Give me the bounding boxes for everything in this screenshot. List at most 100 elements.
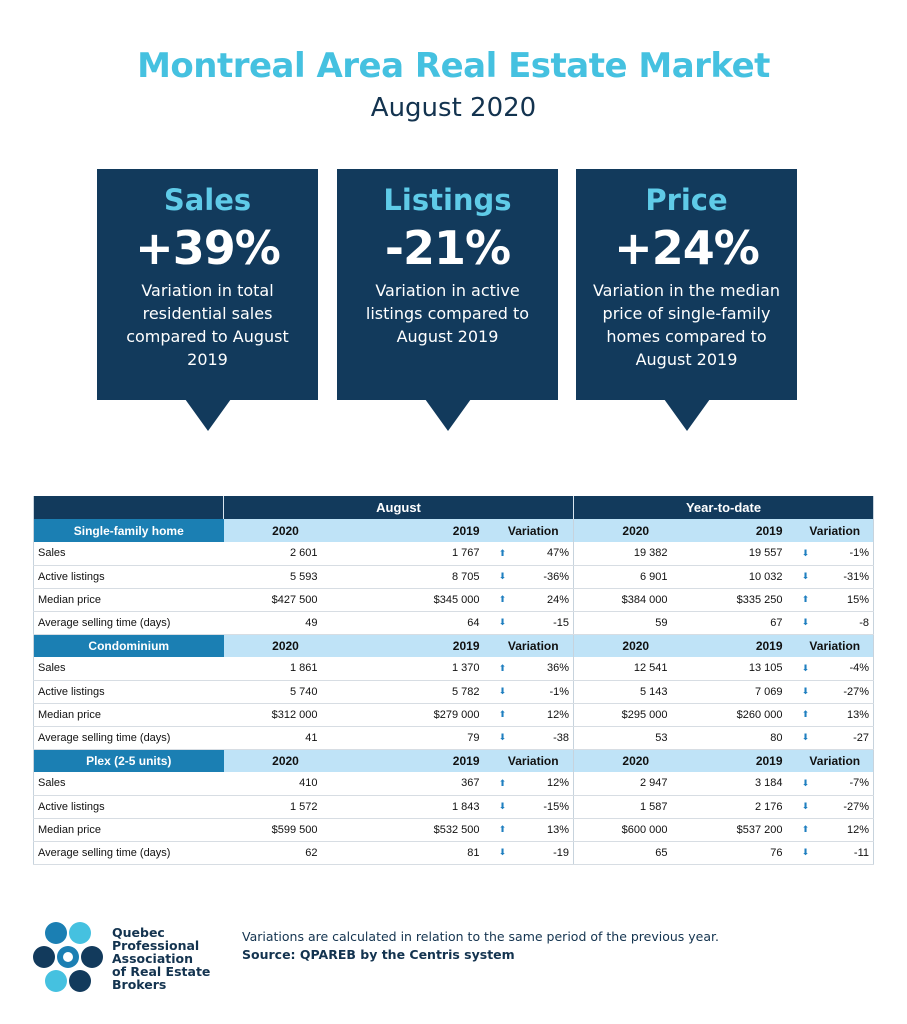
table-body: Single-family home 2020 2019 Variation 2020 2… — [33, 519, 874, 865]
arrow-down-icon: ⬇ — [498, 571, 507, 581]
row-label: Median price — [33, 703, 224, 727]
aug-variation: ⬆ 47% — [493, 542, 574, 566]
row-label: Active listings — [33, 795, 224, 819]
aug-variation: ⬆ 13% — [493, 818, 574, 842]
ytd-2020-value: 59 — [573, 611, 698, 635]
row-label: Sales — [33, 657, 224, 681]
arrow-up-icon: ⬆ — [498, 594, 507, 604]
ytd-2019-value: 76 — [697, 841, 797, 865]
aug-2019-value: 8 705 — [347, 565, 494, 589]
col-2020: 2020 — [223, 634, 348, 657]
col-2019: 2019 — [347, 749, 494, 772]
ytd-2019-value: 7 069 — [697, 680, 797, 704]
aug-2020-value: 5 593 — [223, 565, 348, 589]
col-2019: 2019 — [697, 749, 797, 772]
ytd-variation: ⬇ -27 — [796, 726, 874, 750]
aug-variation: ⬇ -15% — [493, 795, 574, 819]
ytd-variation: ⬇ -31% — [796, 565, 874, 589]
aug-2020-value: 62 — [223, 841, 348, 865]
aug-variation: ⬆ 36% — [493, 657, 574, 681]
table-row: Sales 2 601 1 767 ⬆ 47% 19 382 19 557 ⬇ -1% — [33, 542, 874, 566]
card-label: Price — [645, 183, 728, 217]
variation-value: -36% — [543, 570, 570, 583]
aug-variation: ⬇ -36% — [493, 565, 574, 589]
card-description: Variation in the median price of single-… — [592, 281, 781, 369]
table-row: Active listings 5 740 5 782 ⬇ -1% 5 143 7 069 ⬇… — [33, 680, 874, 704]
variation-value: 13% — [546, 823, 570, 836]
aug-2020-value: 49 — [223, 611, 348, 635]
aug-2019-value: 367 — [347, 772, 494, 796]
col-variation: Variation — [493, 519, 574, 542]
callout-pointer — [664, 399, 710, 431]
ytd-2020-value: $384 000 — [573, 588, 698, 612]
table-row: Median price $427 500 $345 000 ⬆ 24% $384 000… — [33, 588, 874, 612]
aug-2019-value: $345 000 — [347, 588, 494, 612]
section-header: Condominium 2020 2019 Variation 2020 2019 Vari… — [33, 634, 874, 657]
variation-value: -27 — [853, 731, 870, 744]
row-label: Sales — [33, 772, 224, 796]
ytd-2020-value: 65 — [573, 841, 698, 865]
table-row: Average selling time (days) 49 64 ⬇ -15 59 67 ⬇… — [33, 611, 874, 635]
variation-value: -15 — [553, 616, 570, 629]
aug-2020-value: 410 — [223, 772, 348, 796]
aug-2019-value: $532 500 — [347, 818, 494, 842]
card-label: Sales — [163, 183, 252, 217]
aug-2019-value: 79 — [347, 726, 494, 750]
aug-2020-value: 1 861 — [223, 657, 348, 681]
category-label: Single-family home — [33, 519, 224, 542]
card-description: Variation in active listings compared to… — [365, 281, 530, 346]
col-variation: Variation — [493, 634, 574, 657]
aug-variation: ⬆ 12% — [493, 703, 574, 727]
arrow-up-icon: ⬆ — [498, 547, 507, 558]
aug-2019-value: 64 — [347, 611, 494, 635]
variation-value: -38 — [553, 731, 570, 744]
arrow-up-icon: ⬆ — [498, 709, 507, 719]
arrow-down-icon: ⬇ — [801, 547, 810, 558]
card-value: +39% — [135, 221, 281, 275]
aug-2020-value: $312 000 — [223, 703, 348, 727]
arrow-down-icon: ⬇ — [801, 662, 810, 673]
aug-variation: ⬆ 12% — [493, 772, 574, 796]
section-header: Plex (2-5 units) 2020 2019 Variation 2020 201… — [33, 749, 874, 772]
ytd-2020-value: 53 — [573, 726, 698, 750]
arrow-down-icon: ⬇ — [498, 617, 507, 627]
ytd-variation: ⬇ -1% — [796, 542, 874, 566]
variation-value: -31% — [843, 570, 870, 583]
arrow-down-icon: ⬇ — [801, 732, 810, 742]
aug-2019-value: 1 370 — [347, 657, 494, 681]
card-sales: Sales +39% Variation in total residentia… — [97, 169, 318, 431]
ytd-2019-value: 19 557 — [697, 542, 797, 566]
aug-2019-value: 5 782 — [347, 680, 494, 704]
col-2019: 2019 — [347, 634, 494, 657]
arrow-up-icon: ⬆ — [498, 662, 507, 673]
variation-value: 47% — [546, 547, 570, 560]
variation-value: 24% — [546, 593, 570, 606]
table-group-header: August Year-to-date — [33, 496, 874, 519]
card-listings: Listings -21% Variation in active listin… — [337, 169, 558, 431]
col-variation: Variation — [493, 749, 574, 772]
variation-value: 13% — [846, 708, 870, 721]
ytd-2019-value: 80 — [697, 726, 797, 750]
arrow-down-icon: ⬇ — [498, 732, 507, 742]
ytd-2019-value: $537 200 — [697, 818, 797, 842]
variation-value: -27% — [843, 800, 870, 813]
page-subtitle: August 2020 — [370, 93, 537, 123]
arrow-down-icon: ⬇ — [801, 777, 810, 788]
col-2019: 2019 — [697, 634, 797, 657]
variation-value: 12% — [546, 777, 570, 790]
table-row: Sales 1 861 1 370 ⬆ 36% 12 541 13 105 ⬇ -4% — [33, 657, 874, 681]
ytd-variation: ⬇ -7% — [796, 772, 874, 796]
arrow-up-icon: ⬆ — [801, 594, 810, 604]
arrow-up-icon: ⬆ — [498, 824, 507, 834]
row-label: Average selling time (days) — [33, 726, 224, 750]
arrow-up-icon: ⬆ — [498, 777, 507, 788]
ytd-variation: ⬆ 15% — [796, 588, 874, 612]
col-2020: 2020 — [573, 634, 698, 657]
card-value: +24% — [614, 221, 760, 275]
variation-value: -15% — [543, 800, 570, 813]
ytd-2019-value: 10 032 — [697, 565, 797, 589]
callout-pointer — [425, 399, 471, 431]
logo-wordmark: Quebec Professional Association of Real … — [112, 925, 211, 992]
arrow-up-icon: ⬆ — [801, 824, 810, 834]
row-label: Average selling time (days) — [33, 611, 224, 635]
